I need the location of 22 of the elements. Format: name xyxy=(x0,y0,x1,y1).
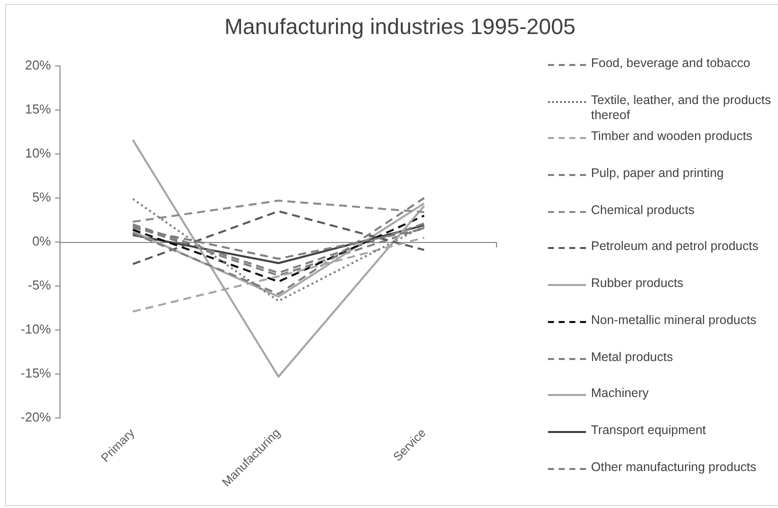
legend-label: Transport equipment xyxy=(591,422,707,438)
y-tick-label: 15% xyxy=(24,102,52,117)
legend-label: Non-metallic mineral products xyxy=(591,312,758,328)
y-tick-label: 10% xyxy=(24,146,52,161)
legend-label: Other manufacturing products xyxy=(591,460,758,475)
legend-label: Metal products xyxy=(591,350,674,364)
y-tick-label: -5% xyxy=(28,278,52,293)
y-tick-label: 20% xyxy=(24,58,52,73)
legend-label: Textile, leather, and the products thereof xyxy=(591,92,772,123)
y-tick-label: -10% xyxy=(20,322,52,337)
legend-label: Rubber products xyxy=(591,276,684,292)
y-tick-label: -15% xyxy=(20,366,52,381)
legend-label: Chemical products xyxy=(591,202,696,218)
y-tick-label: 0% xyxy=(32,234,52,249)
legend-label: Machinery xyxy=(591,386,650,402)
legend-label: Food, beverage and tobacco xyxy=(591,56,752,71)
legend-label: Pulp, paper and printing xyxy=(591,166,725,182)
chart-title: Manufacturing industries 1995-2005 xyxy=(223,14,576,40)
y-tick-label: -20% xyxy=(20,410,52,425)
y-tick-label: 5% xyxy=(32,190,52,205)
legend-label: Petroleum and petrol products xyxy=(591,239,760,254)
legend-label: Timber and wooden products xyxy=(591,129,754,144)
